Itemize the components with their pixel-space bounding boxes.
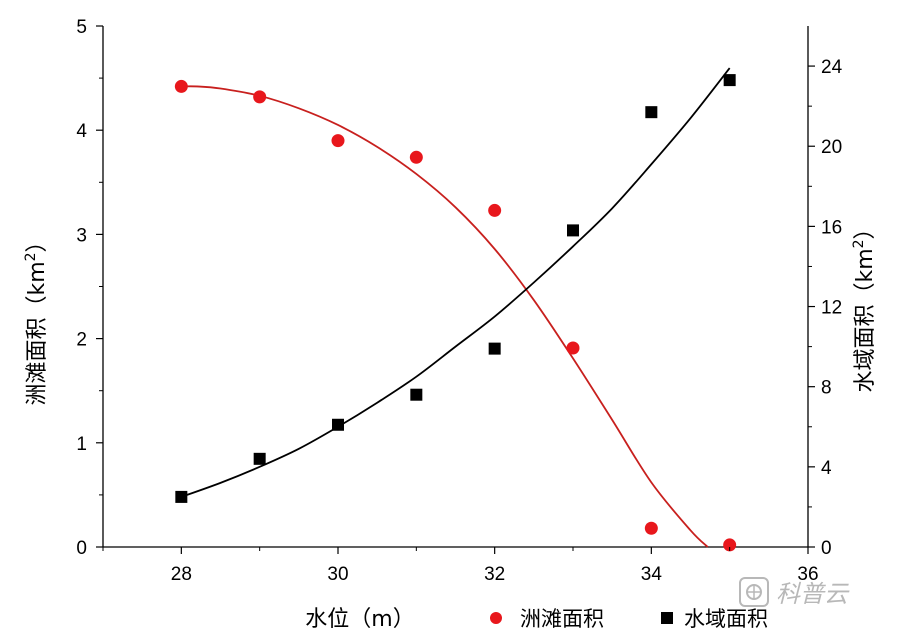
legend-marker-square bbox=[661, 612, 673, 624]
x-tick-label: 36 bbox=[797, 564, 818, 585]
y-left-tick-label: 5 bbox=[76, 17, 87, 38]
y-left-tick-label: 3 bbox=[76, 225, 87, 246]
x-axis-title: 水位（m） bbox=[305, 607, 414, 632]
point-shoal-area bbox=[409, 150, 423, 164]
y-right-tick-label: 12 bbox=[821, 298, 842, 319]
point-water-area bbox=[567, 224, 579, 237]
point-shoal-area bbox=[723, 538, 737, 552]
y-right-tick-label: 24 bbox=[821, 57, 843, 78]
point-water-area bbox=[332, 418, 344, 431]
y-left-tick-label: 4 bbox=[76, 121, 87, 142]
point-water-area bbox=[645, 106, 658, 119]
watermark: 科普云 bbox=[739, 577, 850, 608]
y-left-tick-label: 1 bbox=[76, 434, 87, 455]
y-left-tick-label: 2 bbox=[76, 330, 87, 351]
point-water-area bbox=[175, 490, 188, 503]
x-tick-label: 32 bbox=[484, 564, 505, 585]
fit-curves bbox=[181, 67, 731, 548]
legend: 洲滩面积 水域面积 bbox=[490, 607, 768, 631]
x-tick-label: 34 bbox=[641, 564, 663, 585]
point-water-area bbox=[410, 388, 423, 401]
point-shoal-area bbox=[174, 79, 188, 93]
x-tick-label: 28 bbox=[171, 564, 192, 585]
watermark-text: 科普云 bbox=[776, 580, 850, 608]
point-shoal-area bbox=[331, 134, 345, 148]
y-right-tick-label: 8 bbox=[821, 378, 832, 399]
point-water-area bbox=[253, 452, 266, 465]
seal-icon bbox=[739, 577, 769, 607]
legend-label-water: 水域面积 bbox=[684, 607, 768, 631]
point-water-area bbox=[723, 74, 736, 87]
point-water-area bbox=[488, 342, 501, 355]
y-right-tick-label: 0 bbox=[821, 538, 832, 559]
point-shoal-area bbox=[644, 521, 658, 535]
fit-curve-water bbox=[181, 67, 731, 498]
legend-marker-circle bbox=[490, 612, 502, 624]
y-left-tick-label: 0 bbox=[76, 538, 87, 559]
point-shoal-area bbox=[253, 90, 267, 104]
data-marks bbox=[174, 74, 737, 552]
y-right-tick-label: 4 bbox=[821, 458, 832, 479]
y-right-tick-label: 20 bbox=[821, 137, 842, 158]
y-right-tick-label: 16 bbox=[821, 217, 842, 238]
y-axis-left-title: 洲滩面积（km2） bbox=[23, 230, 50, 405]
legend-label-shoal: 洲滩面积 bbox=[520, 607, 604, 631]
x-tick-label: 30 bbox=[327, 564, 348, 585]
point-shoal-area bbox=[488, 203, 502, 217]
fit-curve-shoal bbox=[181, 85, 709, 548]
point-shoal-area bbox=[566, 341, 580, 355]
y-axis-right-title: 水域面积（km2） bbox=[851, 217, 878, 392]
